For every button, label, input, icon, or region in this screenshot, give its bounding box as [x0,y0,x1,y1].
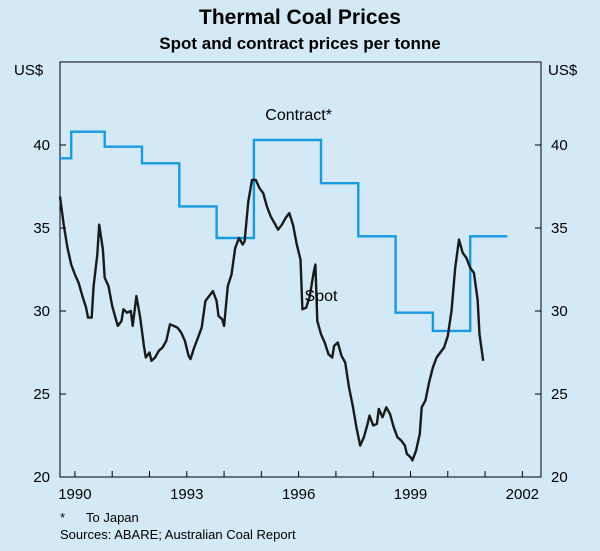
y-tick-label-right: 25 [551,386,568,403]
series-line-spot [58,178,485,462]
plot-frame [59,61,542,478]
y-tick-label-right: 30 [551,303,568,320]
series-label-contract: Contract* [265,107,332,124]
footnote: * To Japan [60,510,139,525]
y-tick-label-left: 30 [33,303,50,320]
y-tick-label-left: 20 [33,469,50,486]
series-line-contract [60,130,508,333]
x-tick-label: 1993 [170,486,203,503]
chart-subtitle: Spot and contract prices per tonne [159,34,441,53]
series-label-spot: Spot [305,288,338,305]
x-tick-label: 2002 [506,486,539,503]
y-tick-label-right: 40 [551,137,568,154]
y-tick-label-right: 35 [551,220,568,237]
x-tick-label: 1996 [282,486,315,503]
footnote-marker: * [60,510,66,525]
y-tick-label-left: 25 [33,386,50,403]
x-tick-label: 1999 [394,486,427,503]
y-tick-label-left: 40 [33,137,50,154]
y-axis-unit-left: US$ [14,62,44,79]
y-axis-unit-right: US$ [548,62,578,79]
chart-title: Thermal Coal Prices [199,6,401,29]
y-tick-label-left: 35 [33,220,50,237]
sources-note: Sources: ABARE; Australian Coal Report [60,527,296,542]
y-tick-label-right: 20 [551,469,568,486]
footnote-text: To Japan [86,510,139,525]
x-tick-label: 1990 [58,486,91,503]
